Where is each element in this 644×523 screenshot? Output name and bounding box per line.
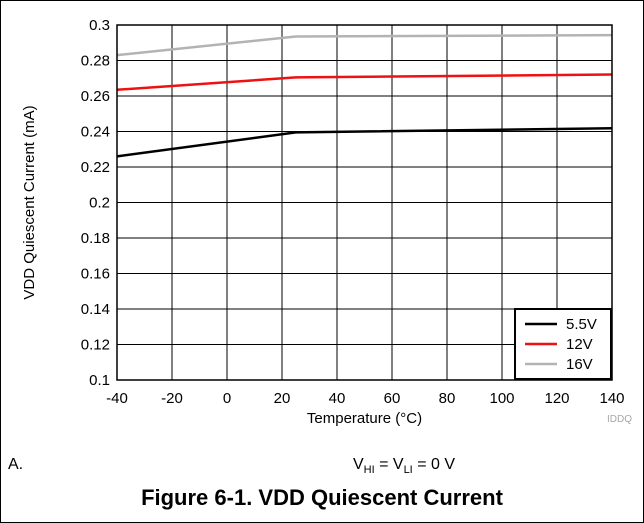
series-line (116, 127, 613, 158)
y-tick-label: 0.16 (81, 266, 110, 283)
v-li-subscript: LI (404, 464, 413, 476)
y-tick-label: 0.18 (81, 230, 110, 247)
y-axis-label: VDD Quiescent Current (mA) (21, 105, 38, 299)
x-tick-label: 0 (223, 390, 231, 407)
y-tick-label: 0.3 (89, 17, 110, 34)
series-lines (116, 33, 613, 158)
equals-zero: = 0 V (413, 456, 456, 473)
note-label: A. (8, 456, 23, 473)
legend: 5.5V 12V 16V (514, 308, 612, 380)
series-line (116, 73, 613, 92)
x-tick-label: -20 (161, 390, 183, 407)
x-tick-label: 100 (489, 390, 514, 407)
legend-label: 12V (566, 336, 593, 353)
x-tick-label: 20 (274, 390, 291, 407)
y-tick-label: 0.24 (81, 124, 110, 141)
legend-label: 5.5V (566, 316, 597, 333)
x-tick-label: 80 (439, 390, 456, 407)
x-tick-label: 40 (329, 390, 346, 407)
y-tick-label: 0.14 (81, 301, 110, 318)
watermark-label: IDDQ (607, 414, 632, 425)
y-tick-label: 0.26 (81, 88, 110, 105)
x-tick-labels: -40 -20 0 20 40 60 80 100 120 140 (106, 390, 624, 407)
v-li-symbol: V (393, 456, 404, 473)
chart: -40 -20 0 20 40 60 80 100 120 140 0.1 0.12 0.14 0.16… (8, 17, 632, 476)
equals-sign: = (375, 456, 393, 473)
plot-area-border (116, 24, 613, 381)
y-tick-label: 0.2 (89, 195, 110, 212)
legend-label: 16V (566, 356, 593, 373)
voltage-condition: VHI = VLI = 0 V (353, 456, 455, 476)
x-tick-label: 120 (544, 390, 569, 407)
x-axis-label: Temperature (°C) (307, 410, 422, 427)
v-hi-symbol: V (353, 456, 364, 473)
y-tick-label: 0.12 (81, 337, 110, 354)
x-tick-label: 140 (599, 390, 624, 407)
y-tick-labels: 0.1 0.12 0.14 0.16 0.18 0.2 0.22 0.24 0.26 0.28 0.… (81, 17, 110, 389)
y-tick-label: 0.28 (81, 53, 110, 70)
series-line (116, 33, 613, 57)
x-tick-label: -40 (106, 390, 128, 407)
y-tick-label: 0.1 (89, 372, 110, 389)
y-tick-label: 0.22 (81, 159, 110, 176)
x-tick-label: 60 (384, 390, 401, 407)
v-hi-subscript: HI (364, 464, 375, 476)
figure-caption: Figure 6-1. VDD Quiescent Current (141, 485, 503, 510)
